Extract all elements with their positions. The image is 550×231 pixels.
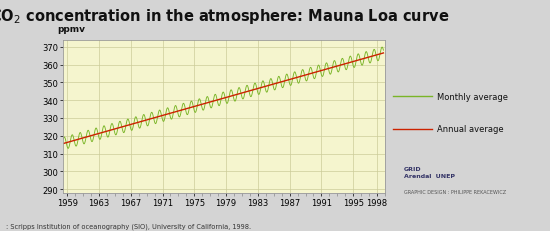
- Monthly average: [322, 63, 329, 66]
- Text: : Scripps Institution of oceanography (SIO), University of California, 1998.: : Scripps Institution of oceanography (S…: [6, 222, 251, 229]
- Monthly average: [57, 149, 63, 152]
- Annual average: [322, 69, 329, 71]
- Monthly average: [380, 49, 387, 52]
- Annual average: [180, 109, 186, 112]
- Annual average: [267, 84, 273, 87]
- Text: Annual average: Annual average: [437, 125, 504, 134]
- Annual average: [250, 89, 257, 92]
- Annual average: [115, 127, 122, 130]
- Monthly average: [267, 79, 273, 82]
- Annual average: [380, 52, 387, 55]
- Text: ppmv: ppmv: [57, 25, 85, 34]
- Monthly average: [379, 46, 386, 49]
- Annual average: [56, 144, 63, 146]
- Monthly average: [298, 73, 305, 75]
- Monthly average: [56, 148, 63, 151]
- Annual average: [298, 76, 305, 78]
- Text: GRAPHIC DESIGN : PHILIPPE REKACEWICZ: GRAPHIC DESIGN : PHILIPPE REKACEWICZ: [404, 189, 507, 195]
- Text: GRID
Arendal  UNEP: GRID Arendal UNEP: [404, 166, 455, 179]
- Line: Annual average: Annual average: [59, 54, 383, 145]
- Monthly average: [250, 85, 257, 88]
- Text: CO$_2$ concentration in the atmosphere: Mauna Loa curve: CO$_2$ concentration in the atmosphere: …: [0, 7, 450, 26]
- Monthly average: [115, 125, 122, 128]
- Text: Monthly average: Monthly average: [437, 93, 508, 101]
- Monthly average: [180, 103, 186, 105]
- Line: Monthly average: Monthly average: [59, 48, 383, 151]
